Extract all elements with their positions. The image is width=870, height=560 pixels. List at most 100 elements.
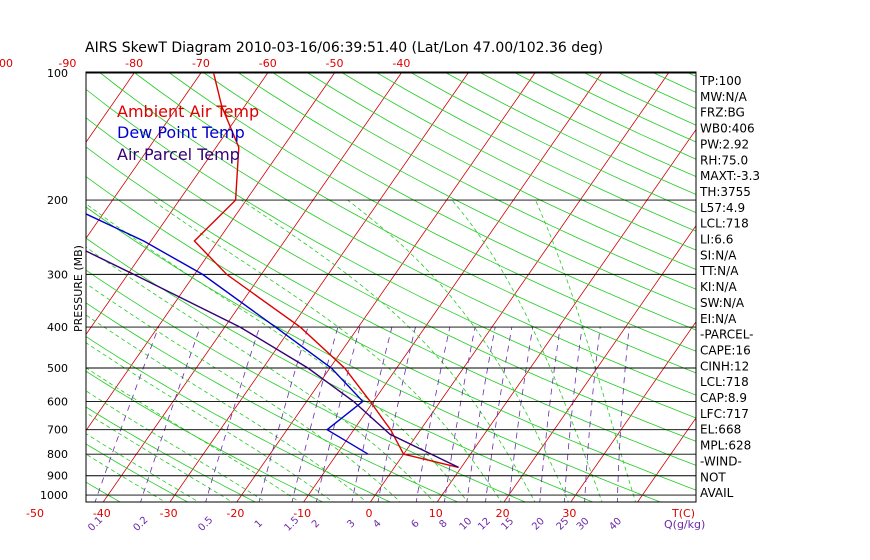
pressure-tick-label: 200 xyxy=(47,194,68,207)
mixing-ratio-tick-label: 40 xyxy=(607,516,624,533)
mixing-ratio-tick-label: 0.5 xyxy=(196,515,215,534)
stat-label: L57:4.9 xyxy=(700,201,745,215)
moist-adiabat-line xyxy=(86,246,435,502)
moist-adiabat-line xyxy=(241,199,536,502)
dry-adiabat-line xyxy=(86,117,696,442)
bottom-temp-tick-label: 0 xyxy=(366,507,373,520)
top-temp-tick-label: -90 xyxy=(58,57,76,70)
pressure-tick-label: 800 xyxy=(47,448,68,461)
mixing-ratio-tick-label: 20 xyxy=(530,516,547,533)
bottom-temp-tick-label: -20 xyxy=(226,507,244,520)
dry-adiabat-line xyxy=(446,72,696,195)
mixing-ratio-tick-label: 3 xyxy=(345,518,357,530)
mixing-ratio-tick-label: 12 xyxy=(476,516,493,533)
legend-dew-point-temp: Dew Point Temp xyxy=(117,123,245,142)
isotherm-line xyxy=(369,72,669,502)
chart-title: AIRS SkewT Diagram 2010-03-16/06:39:51.4… xyxy=(85,40,603,56)
isotherm-line xyxy=(86,72,335,432)
stat-label: NOT xyxy=(700,470,726,484)
pressure-tick-label: 300 xyxy=(47,268,68,281)
dry-adiabat-line xyxy=(273,72,696,290)
bottom-temp-tick-label: -40 xyxy=(93,507,111,520)
dry-adiabat-line xyxy=(307,72,696,270)
mixing-ratio-tick-label: 4 xyxy=(371,518,383,530)
bottom-temp-tick-label: 30 xyxy=(562,507,576,520)
stat-label: CAPE:16 xyxy=(700,343,751,357)
pressure-tick-label: 100 xyxy=(47,67,68,80)
y-axis-label: PRESSURE (MB) xyxy=(72,245,85,332)
dry-adiabat-line xyxy=(0,73,56,504)
mixing-ratio-line xyxy=(377,327,416,502)
grid-layer xyxy=(0,72,696,504)
mixing-ratio-line xyxy=(415,327,451,502)
isotherm-line xyxy=(436,128,696,502)
mixing-ratio-line xyxy=(351,327,393,502)
top-temp-tick-label: -60 xyxy=(259,57,277,70)
mixing-ratio-line xyxy=(258,326,309,502)
moist-adiabat-line xyxy=(151,199,502,502)
stat-label: EL:668 xyxy=(700,423,741,437)
mixing-ratio-line xyxy=(94,326,159,502)
isotherm-line xyxy=(0,73,1,504)
isotherm-line xyxy=(0,73,67,504)
series-layer xyxy=(86,72,459,469)
mixing-ratio-unit-label: Q(g/kg) xyxy=(664,518,705,531)
stat-label: TT:N/A xyxy=(699,264,739,278)
isotherm-line xyxy=(169,72,469,502)
stat-label: LCL:718 xyxy=(700,217,749,231)
bottom-temp-tick-label: -30 xyxy=(160,507,178,520)
dry-adiabat-line xyxy=(86,88,696,419)
stat-label: WB0:406 xyxy=(700,122,755,136)
isotherm-line xyxy=(637,417,696,502)
stat-label: RH:75.0 xyxy=(700,153,748,167)
top-temp-tick-label: -50 xyxy=(326,57,344,70)
stat-label: KI:N/A xyxy=(700,280,737,294)
top-temp-tick-label: -100 xyxy=(0,57,13,70)
stat-label: LCL:718 xyxy=(700,375,749,389)
legend: Ambient Air Temp Dew Point Temp Air Parc… xyxy=(117,102,259,164)
mixing-ratio-line xyxy=(205,326,260,502)
temp-axis-unit-label: T(C) xyxy=(671,507,695,520)
dry-adiabat-line xyxy=(86,237,594,502)
dry-adiabat-line xyxy=(169,72,696,352)
top-temp-tick-label: -40 xyxy=(392,57,410,70)
mixing-ratio-line xyxy=(291,326,339,502)
pressure-tick-label: 700 xyxy=(47,424,68,437)
stat-label: CAP:8.9 xyxy=(700,391,747,405)
mixing-ratio-tick-label: 2 xyxy=(310,518,322,530)
pressure-tick-label: 900 xyxy=(47,470,68,483)
axis-layer: 1002003004005006007008009001000-120-110-… xyxy=(0,57,705,534)
series-line-dew-point-temp xyxy=(86,213,369,455)
stat-label: MW:N/A xyxy=(700,90,748,104)
stat-label: LI:6.6 xyxy=(700,233,733,247)
moist-adiabat-line xyxy=(535,199,637,502)
dry-adiabat-line xyxy=(86,370,324,502)
mixing-ratio-tick-label: 30 xyxy=(575,516,592,533)
moist-adiabat-line xyxy=(347,199,569,502)
bottom-temp-tick-label: 10 xyxy=(429,507,443,520)
stat-label: LFC:717 xyxy=(700,407,749,421)
stat-label: EI:N/A xyxy=(700,312,737,326)
mixing-ratio-line xyxy=(563,327,583,502)
mixing-ratio-line xyxy=(584,327,601,502)
mixing-ratio-line xyxy=(466,327,496,502)
legend-ambient-air-temp: Ambient Air Temp xyxy=(117,102,259,121)
mixing-ratio-line xyxy=(508,327,534,502)
stat-label: -PARCEL- xyxy=(700,328,754,342)
stat-label: SI:N/A xyxy=(700,248,737,262)
stat-label: CINH:12 xyxy=(700,359,749,373)
pressure-tick-label: 500 xyxy=(47,362,68,375)
stat-label: TP:100 xyxy=(699,74,742,88)
dry-adiabat-line xyxy=(86,443,189,502)
moist-adiabat-line xyxy=(86,367,301,502)
mixing-ratio-tick-label: 0.2 xyxy=(132,515,151,534)
dry-adiabat-line xyxy=(238,72,696,310)
mixing-ratio-tick-label: 1 xyxy=(253,518,265,530)
mixing-ratio-line xyxy=(616,327,630,502)
dry-adiabat-line xyxy=(86,302,459,502)
moist-adiabat-line xyxy=(86,314,368,502)
plot-frame xyxy=(85,71,697,503)
isotherm-line xyxy=(102,72,402,502)
